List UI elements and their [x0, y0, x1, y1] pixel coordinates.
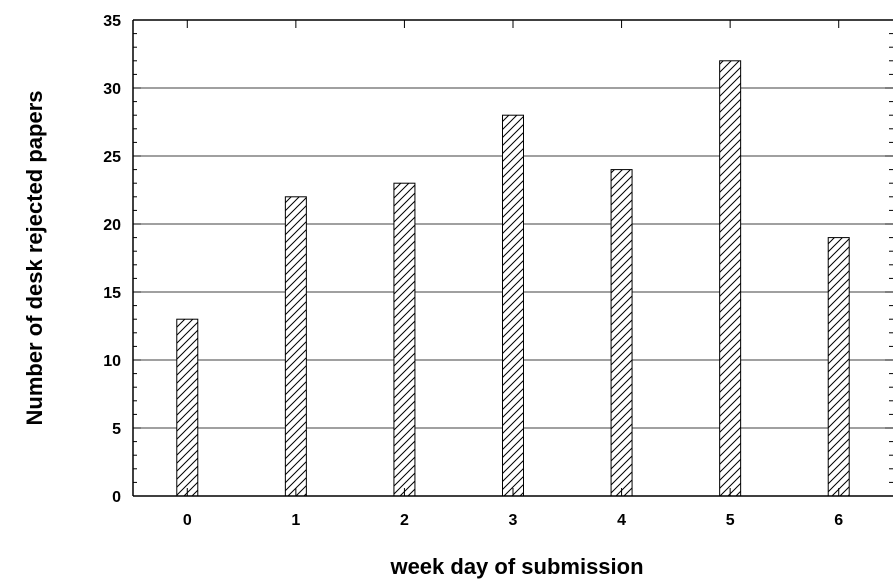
y-tick-label-5: 5	[112, 421, 121, 438]
x-axis-title: week day of submission	[389, 554, 643, 579]
bar-3	[502, 114, 524, 497]
ticks	[133, 19, 893, 497]
x-tick-label-1: 1	[291, 512, 300, 529]
y-axis-title: Number of desk rejected papers	[22, 90, 47, 425]
bar-1	[284, 196, 307, 497]
tick-labels: 0 5 10 15 20 25 30 35 0 1 2 3 4 5 6	[103, 13, 843, 529]
x-tick-label-4: 4	[617, 512, 626, 529]
y-tick-label-35: 35	[103, 13, 121, 30]
x-tick-label-5: 5	[726, 512, 735, 529]
y-tick-label-25: 25	[103, 149, 121, 166]
x-tick-label-2: 2	[400, 512, 409, 529]
x-tick-label-6: 6	[834, 512, 843, 529]
bar-5	[719, 60, 742, 497]
y-tick-label-20: 20	[103, 217, 121, 234]
x-tick-label-0: 0	[183, 512, 192, 529]
bar-2	[393, 182, 416, 497]
bar-6	[827, 237, 850, 497]
bar-0	[176, 318, 199, 497]
bars	[176, 60, 850, 497]
y-tick-label-15: 15	[103, 285, 121, 302]
y-tick-label-0: 0	[112, 489, 121, 506]
y-tick-label-10: 10	[103, 353, 121, 370]
x-tick-label-3: 3	[509, 512, 518, 529]
y-tick-label-30: 30	[103, 81, 121, 98]
bar-4	[610, 169, 633, 497]
